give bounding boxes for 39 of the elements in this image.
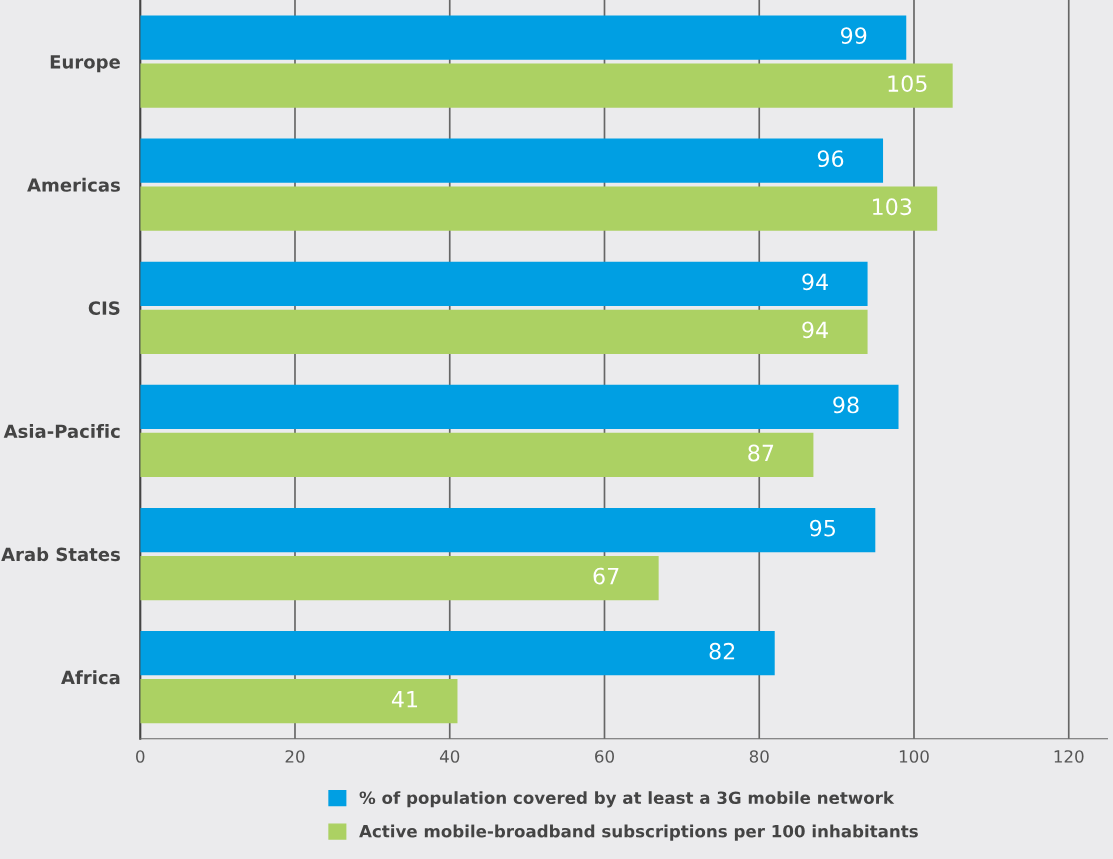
data-label: 94 [802, 273, 828, 291]
data-label: 67 [593, 567, 619, 585]
y-tick-label: Africa [61, 670, 120, 685]
x-tick-label: 60 [595, 750, 614, 763]
x-tick-label: 120 [1054, 750, 1084, 763]
data-label: 99 [840, 27, 867, 44]
bar [140, 679, 458, 724]
bar [140, 384, 899, 430]
bar [140, 63, 953, 108]
bar [140, 186, 938, 231]
y-tick-label: Arab States [1, 547, 120, 562]
y-tick-label: Asia-Pacific [3, 424, 120, 439]
bar [140, 15, 907, 60]
bar [140, 507, 876, 553]
x-tick-label: 0 [136, 750, 145, 763]
data-label: 41 [391, 691, 418, 708]
data-label: 87 [748, 444, 774, 462]
y-tick-label: CIS [88, 301, 120, 315]
data-label: 103 [872, 198, 912, 216]
bar [140, 138, 884, 183]
data-label: 95 [810, 519, 835, 537]
bar [140, 261, 868, 306]
data-label: 96 [817, 150, 844, 168]
data-label: 98 [833, 396, 859, 414]
y-tick-label: Europe [50, 55, 120, 73]
x-tick-label: 100 [899, 750, 929, 763]
bar [140, 432, 814, 478]
x-tick-label: 40 [439, 750, 460, 763]
y-tick-label: Americas [27, 177, 120, 192]
bar [140, 309, 868, 354]
legend-label: Active mobile-broadband subscriptions per 100 inhabitants [359, 824, 918, 841]
data-label: 94 [802, 321, 828, 339]
data-label: 82 [709, 642, 735, 660]
legend-label: % of population covered by at least a 3G mobile network [359, 791, 895, 808]
x-tick-label: 20 [285, 750, 305, 763]
bar [140, 631, 775, 676]
x-tick-label: 80 [749, 750, 769, 763]
bar [140, 555, 659, 601]
data-label: 105 [888, 75, 927, 93]
